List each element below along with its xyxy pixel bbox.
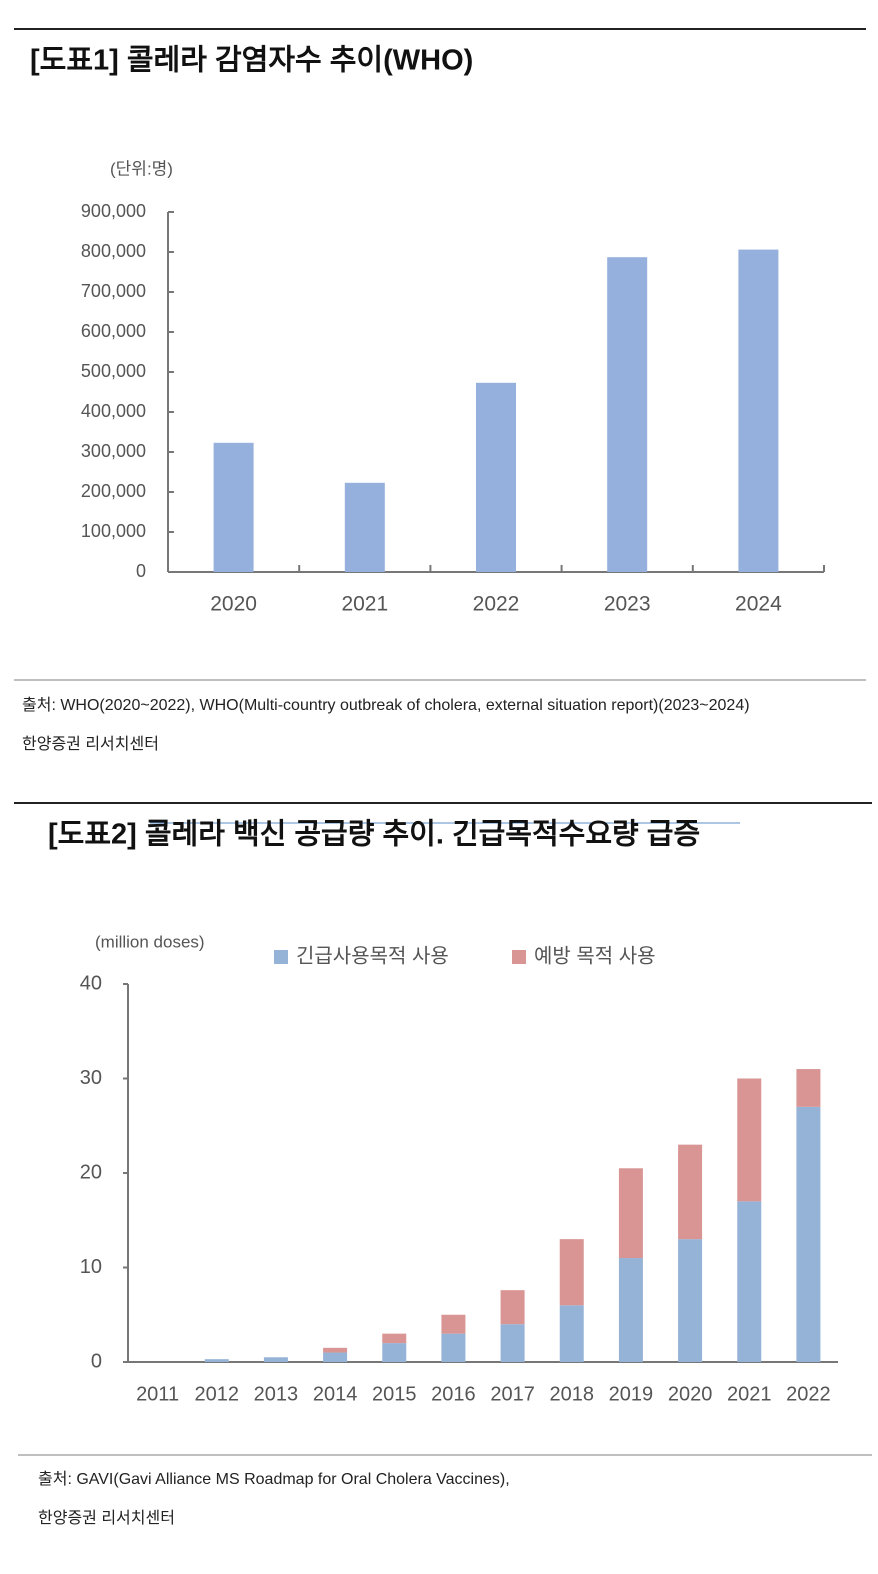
x-tick-label: 2024 [735,593,782,616]
bar-segment [500,1290,525,1325]
source: 출처: GAVI(Gavi Alliance MS Roadmap for Or… [38,1470,510,1488]
y-tick-label: 500,000 [81,361,146,381]
bar [476,382,516,572]
x-tick-label: 2020 [210,593,257,616]
bar-segment [678,1239,703,1362]
y-tick-label: 300,000 [81,441,146,461]
chart-title: [도표1] 콜레라 감염자수 추이(WHO) [30,44,473,77]
x-tick-label: 2015 [372,1383,417,1405]
source-org: 한양증권 리서치센터 [38,1509,175,1527]
y-tick-label: 10 [80,1256,102,1278]
bar-segment [796,1106,821,1362]
bar-segment [559,1305,584,1362]
y-tick-label: 200,000 [81,481,146,501]
y-tick-label: 900,000 [81,201,146,221]
x-tick-label: 2022 [473,593,520,616]
legend-swatch [274,950,288,964]
source: 출처: WHO(2020~2022), WHO(Multi-country ou… [22,696,750,714]
bar-segment [441,1314,466,1334]
y-tick-label: 40 [80,972,102,994]
x-tick-label: 2011 [136,1383,179,1405]
bar-segment [263,1357,288,1362]
bar-segment [618,1168,643,1259]
x-tick-label: 2021 [341,593,388,616]
x-tick-label: 2020 [668,1383,713,1405]
bar-segment [737,1201,762,1362]
x-tick-label: 2021 [727,1383,772,1405]
bar-segment [796,1069,821,1107]
y-tick-label: 30 [80,1067,102,1089]
x-tick-label: 2019 [609,1383,654,1405]
y-tick-label: 600,000 [81,321,146,341]
bar-segment [323,1352,348,1362]
bar-segment [559,1239,584,1306]
x-tick-label: 2023 [604,593,651,616]
source-org: 한양증권 리서치센터 [22,735,159,753]
x-tick-label: 2018 [550,1383,595,1405]
bar-segment [737,1078,762,1202]
x-tick-label: 2013 [254,1383,299,1405]
bar-segment [678,1144,703,1240]
bar [738,249,779,572]
unit-label: (million doses) [95,932,205,951]
y-tick-label: 0 [136,561,146,581]
bar [344,482,385,572]
x-tick-label: 2017 [490,1383,535,1405]
bar-segment [441,1333,466,1362]
y-tick-label: 20 [80,1161,102,1183]
bar-segment [382,1333,407,1344]
y-tick-label: 800,000 [81,241,146,261]
bar-segment [323,1347,348,1353]
x-tick-label: 2014 [313,1383,358,1405]
y-tick-label: 400,000 [81,401,146,421]
x-tick-label: 2022 [786,1383,831,1405]
bar-segment [618,1258,643,1362]
y-tick-label: 700,000 [81,281,146,301]
x-tick-label: 2012 [195,1383,240,1405]
bar [607,257,648,572]
bar-segment [500,1324,525,1362]
bar-segment [382,1343,407,1362]
bar [213,442,254,572]
y-tick-label: 0 [91,1350,102,1372]
chart-title: [도표2] 콜레라 백신 공급량 추이. 긴급목적수요량 급증 [48,818,700,851]
x-tick-label: 2016 [431,1383,476,1405]
legend-swatch [512,950,526,964]
bar-segment [204,1359,229,1362]
legend-label: 예방 목적 사용 [534,944,656,967]
y-tick-label: 100,000 [81,521,146,541]
unit-label: (단위:명) [110,159,173,178]
legend-label: 긴급사용목적 사용 [296,944,449,967]
